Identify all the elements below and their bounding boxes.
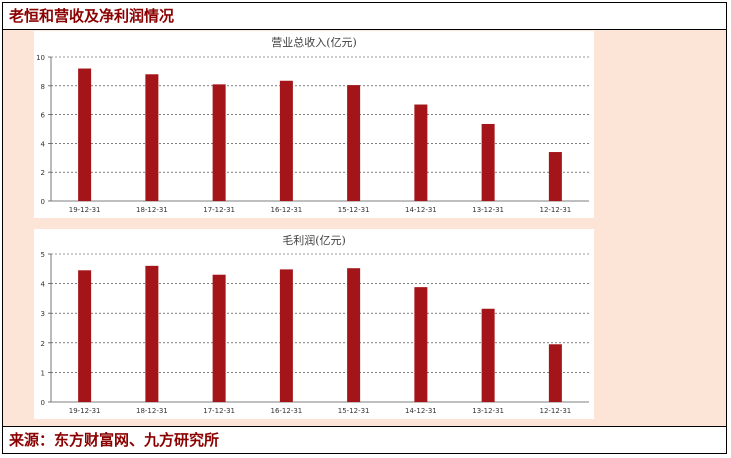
revenue-bar bbox=[145, 74, 159, 201]
gross-profit-x-tick-label: 15-12-31 bbox=[338, 407, 370, 415]
gross-profit-x-tick-label: 19-12-31 bbox=[69, 407, 101, 415]
revenue-bar bbox=[279, 80, 293, 201]
gross-profit-x-tick-label: 18-12-31 bbox=[136, 407, 168, 415]
gross-profit-x-tick-label: 16-12-31 bbox=[270, 407, 302, 415]
revenue-x-tick-label: 12-12-31 bbox=[539, 206, 571, 214]
revenue-y-tick-label: 6 bbox=[41, 112, 46, 120]
gross-profit-bar bbox=[347, 268, 361, 402]
gross-profit-bar bbox=[279, 269, 293, 402]
revenue-x-tick-label: 18-12-31 bbox=[136, 206, 168, 214]
revenue-chart-panel: 营业总收入(亿元) 0 2 4 6 8 10 19-12-31 18-12-31 17-12-3… bbox=[34, 31, 594, 218]
revenue-chart: 0 2 4 6 8 10 19-12-31 18-12-31 17-12-31 16-12-31 1… bbox=[36, 54, 589, 214]
revenue-x-tick-label: 17-12-31 bbox=[203, 206, 235, 214]
revenue-bar bbox=[414, 104, 428, 201]
revenue-x-tick-label: 14-12-31 bbox=[405, 206, 437, 214]
gross-profit-y-tick-label: 3 bbox=[41, 310, 45, 318]
gross-profit-x-tick-label: 17-12-31 bbox=[203, 407, 235, 415]
gross-profit-y-tick-label: 1 bbox=[41, 369, 45, 377]
source-note: 来源：东方财富网、九方研究所 bbox=[2, 426, 727, 454]
revenue-x-tick-label: 16-12-31 bbox=[270, 206, 302, 214]
gross-profit-x-tick-label: 12-12-31 bbox=[539, 407, 571, 415]
gross-profit-y-tick-label: 0 bbox=[41, 399, 45, 407]
gross-profit-bar bbox=[414, 287, 428, 402]
gross-profit-chart-title: 毛利润(亿元) bbox=[282, 234, 346, 247]
revenue-bar bbox=[347, 85, 361, 201]
revenue-y-tick-label: 0 bbox=[41, 198, 45, 206]
revenue-x-tick-label: 15-12-31 bbox=[338, 206, 370, 214]
revenue-bar bbox=[212, 84, 226, 201]
revenue-x-tick-label: 13-12-31 bbox=[472, 206, 504, 214]
gross-profit-chart: 0 1 2 3 4 5 19-12-31 18-12-31 17-12-31 16-12-31 15… bbox=[41, 251, 589, 415]
revenue-y-tick-label: 4 bbox=[41, 140, 46, 148]
gross-profit-chart-panel: 毛利润(亿元) 0 1 2 3 4 5 19-12-31 18-12-31 17-12-31 16… bbox=[34, 229, 594, 419]
gross-profit-y-tick-label: 2 bbox=[41, 340, 45, 348]
report-title: 老恒和营收及净利润情况 bbox=[2, 2, 727, 30]
gross-profit-x-tick-label: 13-12-31 bbox=[472, 407, 504, 415]
revenue-y-tick-label: 8 bbox=[41, 83, 45, 91]
gross-profit-x-tick-label: 14-12-31 bbox=[405, 407, 437, 415]
revenue-x-tick-label: 19-12-31 bbox=[69, 206, 101, 214]
gross-profit-bar bbox=[481, 308, 495, 402]
gross-profit-bar bbox=[78, 270, 92, 402]
revenue-bar bbox=[78, 68, 92, 201]
gross-profit-bar bbox=[212, 274, 226, 402]
gross-profit-bar bbox=[145, 265, 159, 402]
revenue-chart-title: 营业总收入(亿元) bbox=[271, 36, 357, 49]
revenue-bar bbox=[481, 123, 495, 201]
revenue-y-tick-label: 10 bbox=[36, 54, 45, 62]
revenue-y-tick-label: 2 bbox=[41, 169, 45, 177]
gross-profit-bar bbox=[548, 344, 562, 402]
report-frame bbox=[2, 2, 727, 454]
revenue-bar bbox=[548, 152, 562, 201]
gross-profit-y-tick-label: 5 bbox=[41, 251, 45, 259]
gross-profit-y-tick-label: 4 bbox=[41, 281, 46, 289]
